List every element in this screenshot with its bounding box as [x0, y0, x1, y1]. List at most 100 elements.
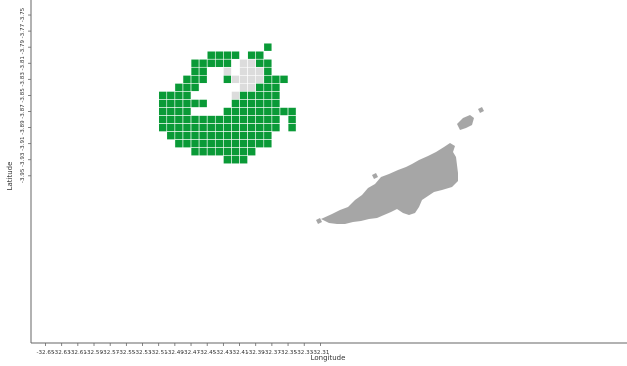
x-tick-label: -32.63 [53, 350, 71, 356]
grid-cell-green [166, 91, 176, 100]
grid-cell-green [239, 139, 248, 148]
grid-cell-light [247, 58, 257, 68]
grid-cell-green [271, 115, 281, 124]
grid-cell-green [223, 147, 232, 157]
grid-cell-green [255, 91, 265, 100]
grid-cell-green [182, 123, 192, 132]
grid-cell-green [158, 115, 168, 124]
grid-cell-green [174, 139, 184, 148]
grid-cell-green [239, 91, 248, 100]
grid-cell-green [263, 42, 273, 52]
x-tick-label: -32.53 [133, 350, 151, 356]
islet-west-a [372, 173, 378, 179]
grid-cell-green [263, 123, 273, 132]
grid-cell-green [206, 123, 216, 132]
grid-cell-green [279, 107, 289, 116]
grid-cell-green [198, 139, 208, 148]
grid-cell-green [263, 131, 273, 140]
grid-cell-green [263, 91, 273, 100]
y-tick-label: -3.85 [20, 88, 26, 103]
grid-cell-green [206, 50, 216, 60]
grid-cell-green [198, 75, 208, 84]
grid-cell-green [174, 115, 184, 124]
grid-cell-green [255, 123, 265, 132]
grid-cell-light [255, 66, 265, 76]
grid-cell-green [158, 91, 168, 100]
grid-cell-green [214, 58, 224, 68]
grid-cell-green [174, 83, 184, 92]
grid-cell-green [182, 131, 192, 140]
x-tick-label: -32.59 [85, 350, 103, 356]
y-tick-label: -3.75 [20, 7, 26, 22]
grid-cell-green [239, 147, 248, 157]
grid-cell-green [271, 75, 281, 84]
grid-cells-layer [158, 42, 297, 165]
grid-cell-light [247, 83, 257, 92]
y-tick-label: -3.83 [20, 72, 26, 87]
grid-cell-green [263, 58, 273, 68]
grid-cell-green [190, 139, 200, 148]
grid-cell-green [263, 139, 273, 148]
grid-cell-green [247, 147, 257, 157]
grid-cell-green [158, 107, 168, 116]
grid-cell-green [223, 131, 232, 140]
grid-cell-green [166, 115, 176, 124]
grid-cell-green [206, 58, 216, 68]
grid-cell-light [239, 66, 248, 76]
grid-cell-green [158, 123, 168, 132]
grid-cell-green [198, 123, 208, 132]
x-ticks: -32.65-32.63-32.61-32.59-32.57-32.55-32.… [36, 343, 330, 356]
grid-cell-green [190, 66, 200, 76]
grid-cell-green [223, 75, 232, 84]
grid-cell-light [247, 75, 257, 84]
grid-cell-green [271, 107, 281, 116]
x-tick-label: -32.37 [263, 350, 281, 356]
y-tick-label: -3.79 [20, 40, 26, 55]
grid-cell-green [182, 75, 192, 84]
x-tick-label: -32.49 [166, 350, 184, 356]
y-tick-label: -3.77 [20, 23, 26, 38]
x-tick-label: -32.57 [101, 350, 119, 356]
x-tick-label: -32.39 [247, 350, 265, 356]
grid-cell-green [198, 99, 208, 108]
grid-cell-green [166, 99, 176, 108]
x-tick-label: -32.47 [182, 350, 200, 356]
grid-cell-green [231, 155, 240, 165]
x-tick-label: -32.51 [150, 350, 168, 356]
grid-cell-green [263, 99, 273, 108]
islet-east [457, 115, 474, 130]
y-tick-label: -3.87 [20, 104, 26, 119]
grid-cell-green [255, 83, 265, 92]
grid-cell-green [231, 115, 240, 124]
grid-cell-light [239, 58, 248, 68]
grid-cell-green [174, 91, 184, 100]
grid-cell-green [158, 99, 168, 108]
x-tick-label: -32.35 [279, 350, 297, 356]
grid-cell-green [239, 131, 248, 140]
x-tick-label: -32.61 [69, 350, 87, 356]
grid-cell-green [214, 147, 224, 157]
grid-cell-green [255, 139, 265, 148]
grid-cell-green [166, 123, 176, 132]
grid-cell-green [247, 131, 257, 140]
grid-cell-light [239, 75, 248, 84]
grid-cell-green [214, 50, 224, 60]
grid-cell-green [231, 50, 240, 60]
grid-cell-green [214, 123, 224, 132]
grid-cell-green [206, 147, 216, 157]
grid-cell-green [166, 131, 176, 140]
grid-cell-green [247, 91, 257, 100]
grid-cell-green [174, 123, 184, 132]
grid-cell-green [247, 107, 257, 116]
x-tick-label: -32.31 [311, 350, 329, 356]
grid-cell-green [239, 107, 248, 116]
x-axis-label: Longitude [311, 354, 346, 362]
grid-cell-green [182, 91, 192, 100]
grid-cell-green [206, 139, 216, 148]
grid-cell-green [182, 107, 192, 116]
grid-cell-green [271, 123, 281, 132]
grid-cell-green [287, 123, 297, 132]
grid-cell-green [223, 58, 232, 68]
grid-cell-green [198, 66, 208, 76]
